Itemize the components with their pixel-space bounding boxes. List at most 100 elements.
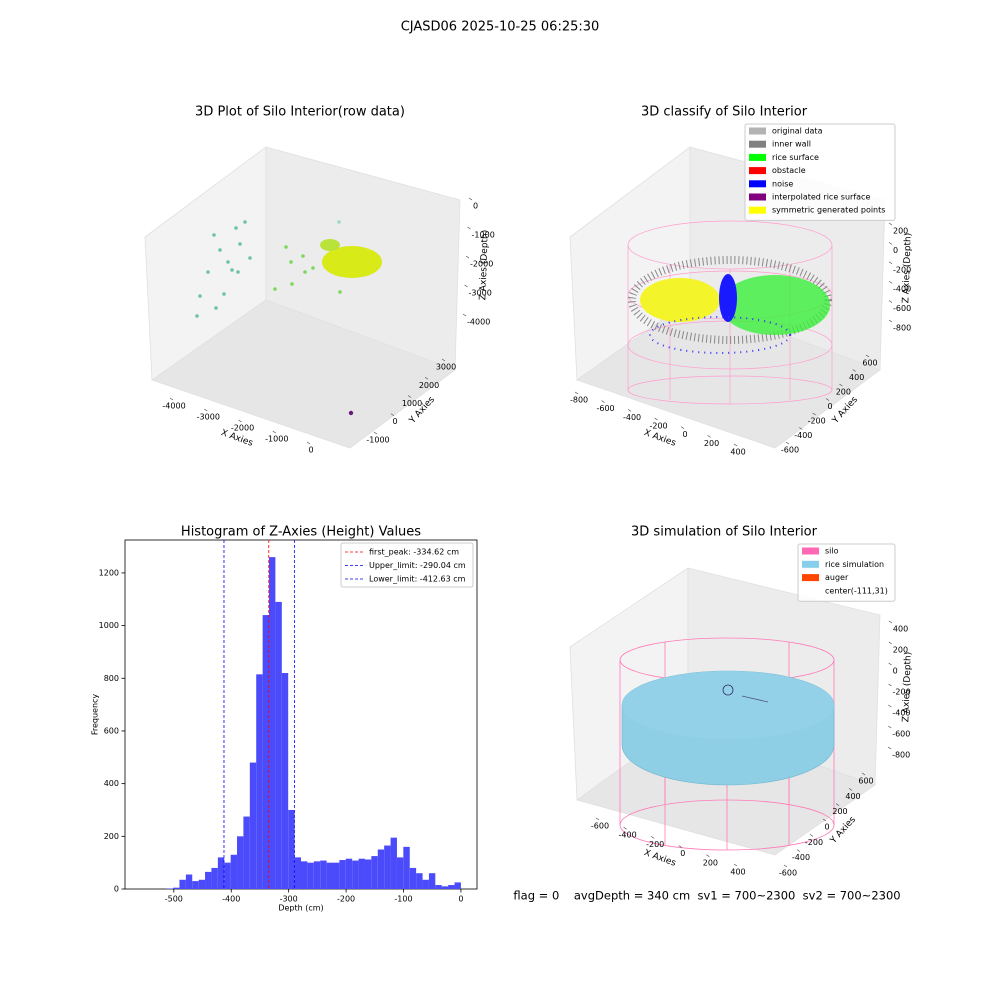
y-tick-label: 1000 (402, 399, 422, 408)
tick-mark (852, 369, 856, 372)
tick-mark (680, 426, 685, 429)
tick-mark (888, 300, 893, 303)
tick-mark (888, 319, 893, 323)
bar (307, 862, 314, 889)
tick-mark (888, 725, 892, 729)
tick-mark (706, 854, 710, 858)
bar (326, 862, 333, 889)
y-tick-label: 400 (849, 373, 864, 382)
legend-swatch (749, 206, 766, 214)
bar (377, 849, 385, 889)
tick-mark (888, 242, 893, 245)
legend-swatch (749, 180, 766, 188)
x-tick-label: 400 (730, 447, 745, 456)
z-tick-label: -600 (893, 304, 911, 313)
tick-mark (733, 443, 738, 447)
tick-mark (848, 788, 853, 791)
legend-label: Upper_limit: -290.04 cm (369, 561, 466, 570)
legend-swatch (749, 167, 766, 175)
y-tick-label: -400 (794, 431, 812, 440)
tick-mark (574, 391, 579, 395)
bar (198, 879, 206, 889)
figure-title: CJASD06 2025-10-25 06:25:30 (401, 20, 600, 35)
x-tick-label: -600 (591, 822, 609, 831)
y-tick-label: 800 (104, 674, 119, 683)
x-tick-label: 0 (308, 446, 313, 455)
z-tick-label: -200 (893, 688, 911, 697)
tick-mark (462, 313, 467, 317)
z-tick-label: 0 (473, 202, 478, 211)
y-tick-label: -200 (805, 838, 823, 847)
x-tick-label: -200 (649, 422, 667, 431)
legend-label: Lower_limit: -412.63 cm (369, 575, 466, 584)
bar (441, 886, 449, 889)
bar (294, 857, 301, 889)
bar (358, 858, 365, 889)
y-tick-label: -1000 (366, 435, 389, 444)
bar (422, 879, 429, 889)
z-tick-label: -200 (893, 265, 911, 274)
legend-label: first_peak: -334.62 cm (369, 548, 459, 557)
tick-mark (888, 704, 892, 708)
tick-mark (601, 400, 605, 403)
z-tick-label: -2000 (470, 260, 493, 269)
tick-mark (306, 441, 311, 445)
x-tick-label: -4000 (162, 402, 185, 411)
bar (211, 867, 218, 889)
x-tick-label: -3000 (197, 413, 220, 422)
x-tick-label: -400 (623, 413, 641, 422)
tick-mark (888, 620, 893, 624)
tick-mark (204, 408, 208, 412)
bar (390, 837, 397, 889)
tick-mark (627, 409, 632, 412)
legend-label: interpolated rice surface (772, 193, 870, 202)
silo-model (619, 637, 835, 851)
bar (409, 867, 417, 889)
tick-mark (238, 419, 242, 423)
tick-mark (595, 817, 600, 821)
bar (352, 860, 359, 889)
bar (179, 879, 186, 889)
tick-mark (839, 383, 843, 387)
tick-mark (373, 431, 378, 435)
axis-label: Z Axies (Depth) (901, 652, 913, 723)
tick-mark (707, 435, 711, 438)
tick-mark (424, 377, 429, 380)
x-tick-label: -1000 (265, 435, 288, 444)
tick-mark (169, 397, 174, 401)
bar (256, 674, 263, 889)
tick-mark (390, 413, 395, 416)
axis-label: Y Axies (828, 815, 858, 847)
legend-label: center(-111,31) (825, 586, 888, 595)
legend-box (340, 542, 474, 588)
tick-mark (651, 836, 655, 839)
y-tick-label: -400 (792, 853, 810, 862)
tick-mark (799, 427, 803, 430)
tick-mark (835, 803, 840, 806)
z-tick-label: -600 (892, 730, 910, 739)
z-tick-label: -3000 (469, 289, 492, 298)
legend-box (744, 123, 896, 221)
x-tick-label: 200 (704, 439, 719, 448)
bar (205, 871, 212, 889)
tick-mark (865, 354, 870, 358)
bar (281, 673, 289, 889)
x-axis-label: Depth (cm) (278, 904, 323, 913)
bar (166, 888, 174, 889)
y-tick-label: 0 (392, 417, 397, 426)
bar (275, 601, 282, 889)
tick-mark (783, 864, 788, 868)
x-tick-label: -500 (165, 895, 183, 904)
panel-title: 3D Plot of Silo Interior(row data) (195, 105, 405, 120)
x-tick-label: -100 (394, 895, 412, 904)
z-tick-label: -800 (892, 751, 910, 760)
bar (243, 816, 250, 889)
y-tick-label: 0 (824, 823, 829, 832)
legend-label: auger (825, 573, 849, 582)
bar (403, 846, 410, 889)
bar (320, 860, 327, 889)
tick-mark (678, 845, 682, 848)
bar (364, 859, 372, 889)
y-tick-label: 3000 (436, 363, 456, 372)
